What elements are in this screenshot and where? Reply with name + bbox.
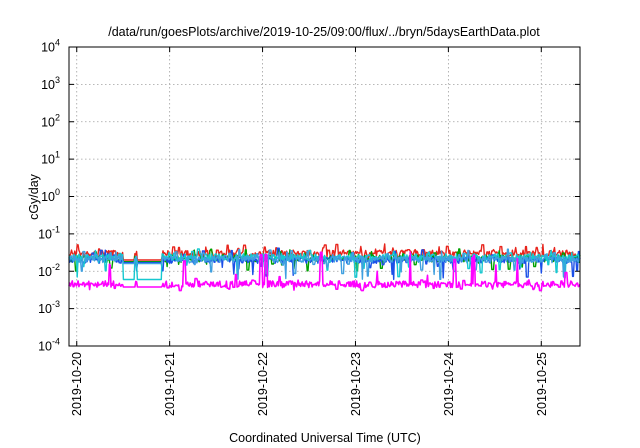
y-ticks: 10-4 10-3 10-2 10-1 100 101 102 103 104 <box>38 38 580 354</box>
y-tick-label: 102 <box>41 112 60 129</box>
series-line <box>68 248 581 280</box>
series-layer <box>68 243 581 292</box>
y-tick-label: 10-4 <box>38 337 60 354</box>
chart-title: /data/run/goesPlots/archive/2019-10-25/0… <box>108 25 540 39</box>
x-tick-label: 2019-10-22 <box>256 352 270 416</box>
x-axis-label: Coordinated Universal Time (UTC) <box>229 431 421 445</box>
series-line <box>68 243 580 261</box>
x-tick-label: 2019-10-20 <box>70 352 84 416</box>
y-tick-label: 103 <box>41 75 60 92</box>
x-tick-label: 2019-10-25 <box>535 352 549 416</box>
series-line <box>68 248 581 281</box>
x-ticks: 2019-10-20 2019-10-21 2019-10-22 2019-10-23… <box>70 47 549 416</box>
x-tick-label: 2019-10-24 <box>442 352 456 416</box>
series-line <box>68 251 581 292</box>
grid <box>69 47 580 346</box>
y-axis-label: cGy/day <box>27 173 41 220</box>
y-tick-label: 100 <box>41 187 60 204</box>
y-tick-label: 101 <box>41 150 60 167</box>
y-tick-label: 10-1 <box>38 224 60 241</box>
x-tick-label: 2019-10-23 <box>349 352 363 416</box>
x-tick-label: 2019-10-21 <box>163 352 177 416</box>
y-tick-label: 104 <box>41 38 60 55</box>
y-tick-label: 10-3 <box>38 299 60 316</box>
y-tick-label: 10-2 <box>38 262 60 279</box>
